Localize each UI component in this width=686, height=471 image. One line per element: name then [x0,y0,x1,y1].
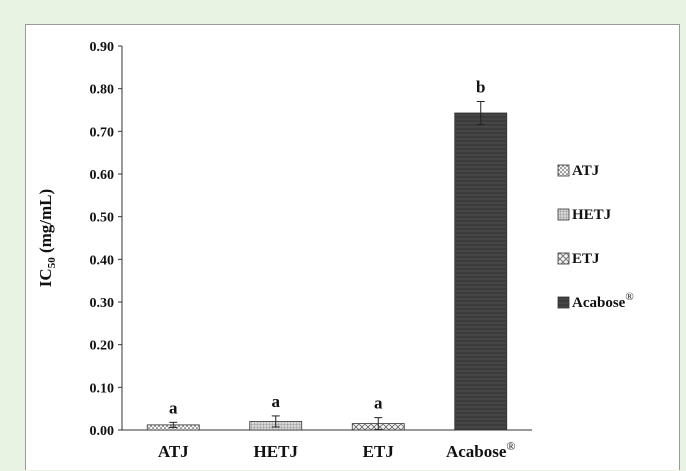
y-tick-label: 0.20 [90,339,115,354]
legend-label: HETJ [572,207,612,223]
y-tick-label: 0.30 [90,296,115,311]
y-tick-label: 0.50 [90,211,115,226]
legend-swatch [557,164,570,177]
significance-letter: a [169,398,178,417]
legend-swatch [557,296,570,309]
x-tick-label: ATJ [158,442,189,461]
y-tick-label: 0.80 [90,83,115,98]
legend-label: ETJ [572,251,600,267]
significance-letter: b [476,77,485,96]
y-tick-label: 0.90 [90,40,115,55]
significance-letter: a [272,392,281,411]
legend-label: ATJ [572,163,600,179]
legend-label: Acabose® [572,291,634,311]
chart-frame: 0.00 0.10 0.20 0.30 0.40 0.50 0.60 0.70 0.80 0.90… [25,24,680,470]
x-tick-label: Acabose® [446,439,516,461]
y-axis-title: IC50 (mg/mL) [36,189,58,287]
y-tick-label: 0.60 [90,168,115,183]
y-tick-label: 0.10 [90,381,115,396]
x-tick-label: ETJ [363,442,395,461]
bar-acabose [454,112,508,431]
y-tick-label: 0.00 [90,424,115,439]
bar-chart: 0.00 0.10 0.20 0.30 0.40 0.50 0.60 0.70 0.80 0.90… [36,40,634,461]
y-tick-label: 0.40 [90,253,115,268]
legend-swatch [557,208,570,221]
y-tick-label: 0.70 [90,125,115,140]
legend-swatch [557,252,570,265]
x-tick-label: HETJ [254,442,299,461]
significance-letter: a [374,394,383,413]
